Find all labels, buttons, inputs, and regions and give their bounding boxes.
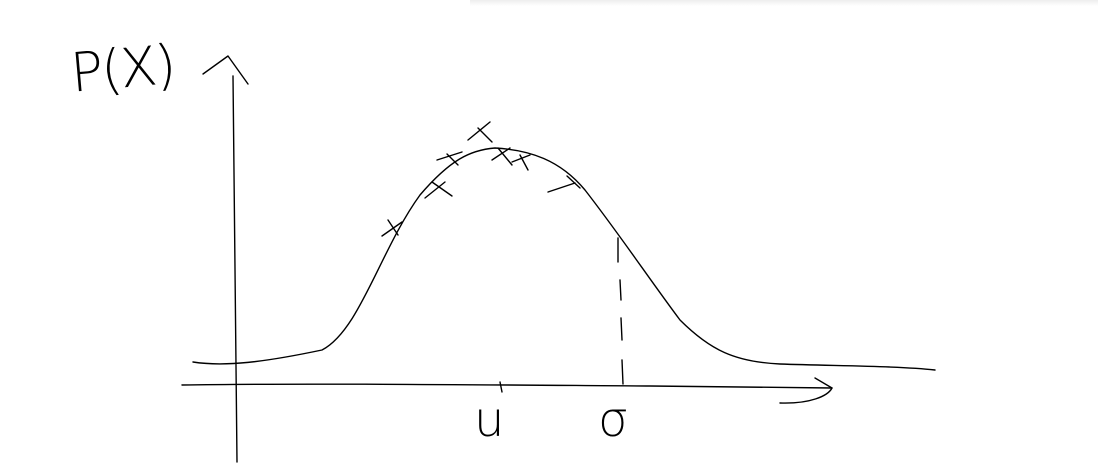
y-axis-label: P(X) [68,32,177,105]
toolbar-shadow [470,0,1098,6]
sample-mark [547,175,581,193]
mean-label: u [474,392,505,448]
sigma-label: σ [598,392,629,448]
y-axis-arrowhead [202,55,249,85]
sample-mark [511,154,531,171]
sigma-dashed-line [617,237,624,385]
y-axis-line [232,75,238,463]
sample-mark [381,219,403,237]
sample-mark [491,147,513,166]
distribution-curve [192,147,936,371]
sample-mark [424,181,453,199]
sample-mark [467,121,493,143]
mean-tick [499,381,503,393]
sample-mark [436,151,463,166]
x-axis-line [181,383,833,389]
x-axis-arrowhead [779,377,833,404]
